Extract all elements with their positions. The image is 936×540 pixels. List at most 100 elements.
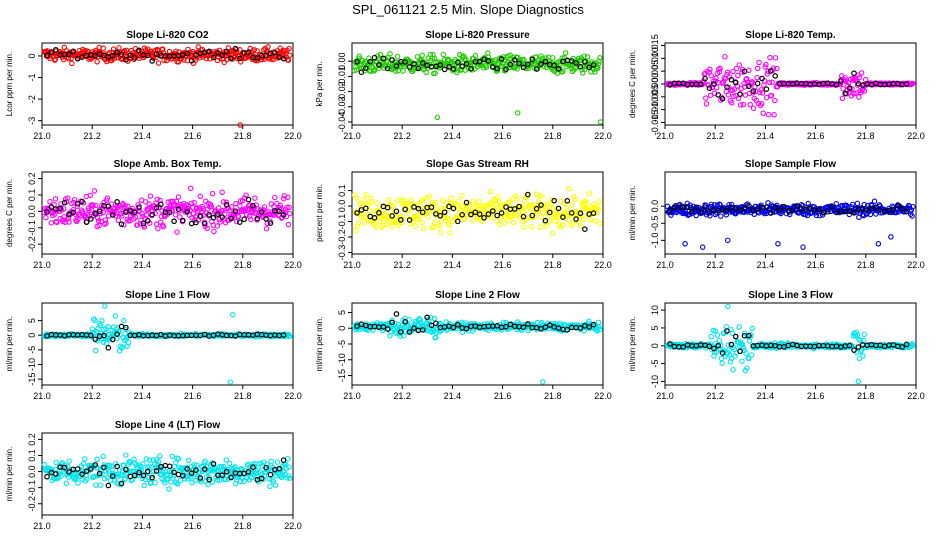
data-point [233, 218, 240, 225]
reference-point [750, 88, 757, 94]
reference-point [354, 210, 360, 216]
reference-point [250, 464, 256, 470]
data-point [730, 366, 736, 373]
data-point [274, 459, 281, 465]
y-tick-label: -0.3 [337, 245, 347, 261]
x-tick-label: 21.8 [544, 391, 562, 401]
data-point [219, 189, 225, 196]
reference-point [463, 199, 470, 206]
y-axis-label: ml/min per min. [5, 447, 14, 502]
reference-point [411, 61, 417, 67]
reference-point [118, 480, 125, 487]
x-tick-label: 21.6 [807, 131, 825, 141]
reference-point [389, 319, 395, 326]
data-point [584, 54, 591, 60]
x-tick-label: 22.0 [907, 131, 925, 141]
data-point [725, 92, 732, 98]
data-point [181, 57, 187, 63]
reference-point [577, 210, 584, 217]
data-point [123, 335, 130, 341]
x-tick-label: 21.2 [393, 391, 411, 401]
data-points [351, 311, 603, 385]
data-point [732, 353, 738, 359]
reference-point [136, 469, 142, 476]
reference-point [144, 468, 151, 475]
reference-point [454, 218, 461, 225]
data-point [857, 337, 863, 343]
data-point [90, 316, 97, 322]
reference-point [402, 59, 409, 65]
data-point [91, 188, 98, 194]
plot-frame [41, 42, 294, 126]
data-point [713, 75, 719, 81]
panel-7: Slope Line 2 Flow 21.0 21.2 21.4 21.6 21.8 22.… [315, 290, 612, 401]
reference-point [715, 92, 722, 98]
data-point [377, 51, 384, 58]
data-point [861, 331, 868, 338]
reference-point [66, 51, 72, 58]
data-point [538, 193, 545, 199]
data-point [228, 204, 235, 210]
data-point [768, 92, 775, 99]
panel-1: Slope Li-820 Pressure 21.0 21.2 21.4 21.6 21.… [315, 30, 612, 141]
data-point [871, 198, 878, 204]
x-tick-label: 21.4 [134, 391, 152, 401]
data-point [218, 463, 225, 470]
reference-point [767, 210, 774, 216]
reference-point [816, 206, 822, 213]
data-point [854, 200, 861, 207]
data-point [842, 74, 848, 81]
reference-point [66, 469, 72, 475]
data-point [491, 196, 497, 203]
reference-point [903, 81, 910, 87]
data-point [61, 470, 68, 477]
outlier-point [699, 244, 706, 250]
data-point [74, 203, 81, 210]
y-tick-label: 0.000 [650, 73, 660, 96]
y-axis-label: percent per min. [315, 184, 324, 242]
reference-point [109, 52, 116, 59]
x-tick-label: 21.6 [184, 391, 202, 401]
reference-point [667, 207, 673, 214]
data-point [577, 223, 584, 229]
data-point [169, 453, 176, 460]
reference-point [719, 95, 726, 102]
reference-point [219, 472, 226, 478]
outlier-point [682, 241, 688, 247]
data-point [594, 328, 600, 334]
reference-point [494, 212, 501, 219]
reference-point [846, 342, 853, 349]
data-point [366, 202, 372, 208]
y-tick-label: 0.2 [27, 433, 37, 446]
data-point [556, 221, 563, 227]
y-tick-label: 0.2 [27, 172, 37, 185]
data-point [112, 313, 119, 319]
data-point [560, 222, 566, 229]
reference-point [380, 324, 387, 330]
page-title: SPL_061121 2.5 Min. Slope Diagnostics [352, 2, 584, 17]
reference-point [789, 207, 796, 214]
reference-point [114, 49, 120, 56]
outlier-point [102, 303, 108, 309]
data-point [595, 204, 601, 210]
reference-point [272, 49, 278, 56]
reference-point [450, 205, 457, 212]
reference-point [899, 344, 906, 350]
reference-point [437, 212, 444, 219]
data-point [368, 198, 375, 205]
reference-point [180, 217, 186, 224]
data-point [261, 204, 268, 210]
data-point [587, 217, 593, 223]
reference-point [114, 199, 120, 205]
data-point [86, 207, 92, 213]
x-tick-label: 21.0 [33, 131, 51, 141]
data-point [71, 196, 78, 203]
reference-point [459, 211, 465, 218]
data-point [743, 350, 749, 356]
data-point [757, 89, 763, 96]
data-point [223, 457, 230, 463]
x-tick-label: 21.8 [234, 260, 252, 270]
reference-point [61, 464, 68, 471]
data-point [110, 46, 117, 52]
data-point [181, 200, 187, 207]
